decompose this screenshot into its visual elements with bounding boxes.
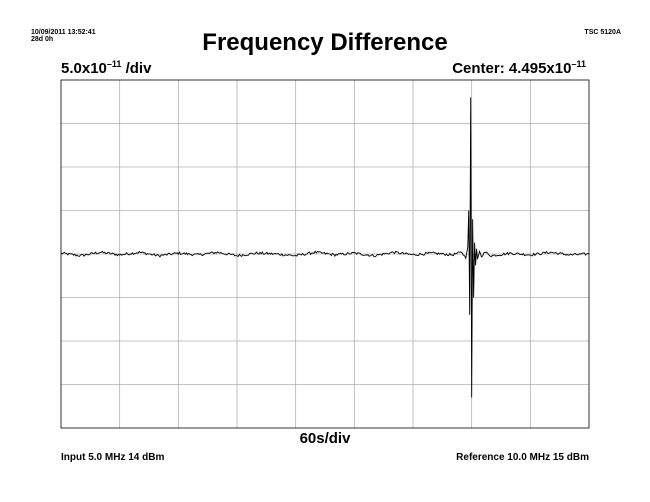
series-line [60,97,590,398]
y-scale-prefix: 5.0x10 [61,60,107,77]
y-scale-suffix: /div [121,60,152,77]
center-exponent: –11 [571,59,586,69]
input-signal-label: Input 5.0 MHz 14 dBm [61,452,165,463]
timestamp-datetime: 10/09/2011 13:52:41 [31,29,96,36]
reference-signal-label: Reference 10.0 MHz 15 dBm [456,452,589,463]
x-scale-label: 60s/div [299,430,351,447]
center-prefix: Center: 4.495x10 [452,60,572,77]
y-scale-label: 5.0x10–11 /div [61,59,152,79]
timestamp: 10/09/2011 13:52:41 28d 0h [31,29,96,43]
instrument-model: TSC 5120A [584,29,621,36]
center-value-label: Center: 4.495x10–11 [452,59,586,79]
chart-title: Frequency Difference [202,29,448,56]
y-scale-exponent: –11 [106,59,122,69]
timestamp-elapsed: 28d 0h [31,36,54,43]
